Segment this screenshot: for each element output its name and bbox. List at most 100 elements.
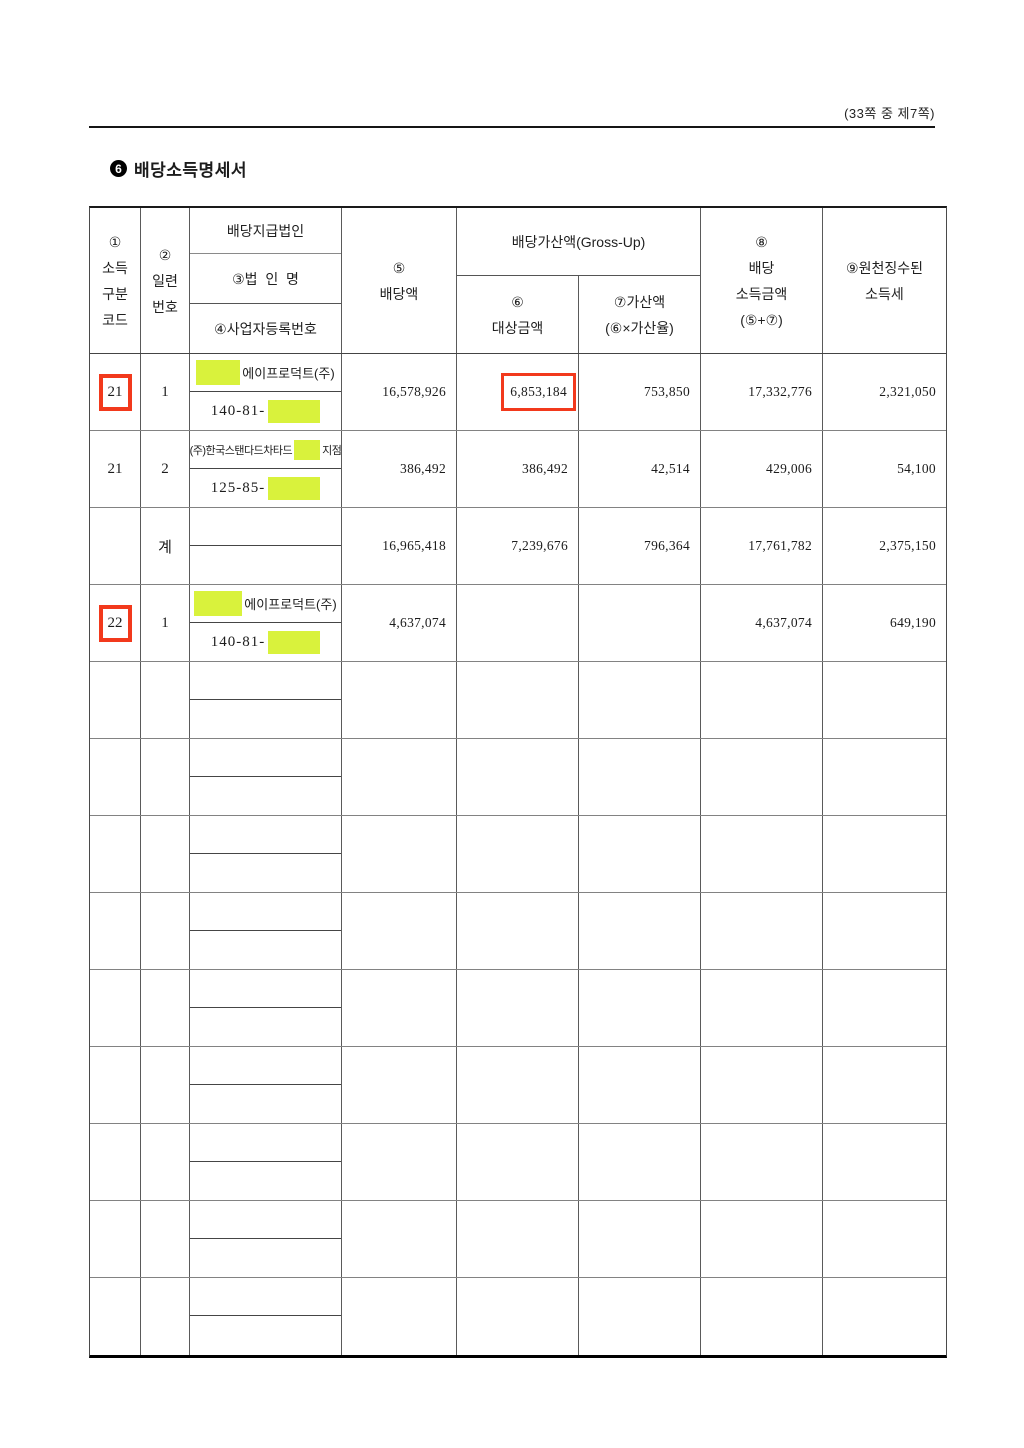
table-row-empty — [90, 1047, 946, 1124]
header-income-code: ① 소득 구분 코드 — [90, 208, 141, 353]
cell-serial-no: 1 — [141, 585, 190, 661]
corp-reg-no — [190, 1239, 341, 1277]
corp-name — [190, 1124, 341, 1162]
table-row: 21 2 (주)한국스탠다드차타드 지점 125-85- 386,492 386,… — [90, 431, 946, 508]
cell-withheld-tax — [823, 1124, 946, 1200]
cell-serial-no — [141, 662, 190, 738]
table-row-empty — [90, 1201, 946, 1278]
cell-dividend: 16,578,926 — [342, 354, 457, 430]
cell-grossup-added — [579, 585, 701, 661]
cell-corp — [190, 739, 342, 815]
cell-income-code — [90, 662, 141, 738]
corp-reg-no — [190, 700, 341, 738]
cell-withheld-tax — [823, 1278, 946, 1355]
cell-dividend — [342, 739, 457, 815]
cell-serial-no — [141, 1047, 190, 1123]
header-corp-reg-no: ④사업자등록번호 — [214, 320, 317, 337]
table-row: 21 1 에이프로덕트(주) 140-81- 16,578,926 6,853,… — [90, 354, 946, 431]
cell-corp — [190, 816, 342, 892]
emphasis-box: 22 — [98, 604, 132, 642]
cell-income-code — [90, 893, 141, 969]
cell-corp — [190, 662, 342, 738]
cell-dividend — [342, 893, 457, 969]
cell-withheld-tax: 2,321,050 — [879, 384, 936, 399]
cell-income-code — [90, 508, 141, 584]
corp-name — [190, 739, 341, 777]
header-grossup-added: ⑦가산액 (⑥×가산율) — [605, 293, 674, 336]
table-row-empty — [90, 1124, 946, 1201]
cell-withheld-tax — [823, 1201, 946, 1277]
cell-dividend — [342, 816, 457, 892]
cell-grossup-added — [579, 893, 701, 969]
cell-corp — [190, 508, 342, 584]
cell-corp — [190, 893, 342, 969]
cell-grossup-added — [579, 816, 701, 892]
header-dividend-income: ⑧ 배당 소득금액 (⑤+⑦) — [701, 208, 823, 353]
cell-grossup-base — [457, 1124, 579, 1200]
cell-grossup-base — [457, 662, 579, 738]
corp-reg-no — [190, 1008, 341, 1046]
cell-corp: 에이프로덕트(주) 140-81- — [190, 585, 342, 661]
corp-reg-no — [190, 1162, 341, 1200]
section-title: 6 배당소득명세서 — [110, 156, 247, 181]
corp-name — [190, 1278, 341, 1316]
cell-serial-no — [141, 816, 190, 892]
cell-dividend-income: 4,637,074 — [701, 585, 823, 661]
cell-serial-no — [141, 1201, 190, 1277]
cell-corp — [190, 970, 342, 1046]
header-serial-no: ② 일련 번호 — [141, 208, 190, 353]
cell-income-code — [90, 1278, 141, 1355]
cell-grossup-base — [457, 816, 579, 892]
cell-grossup-added: 753,850 — [579, 354, 701, 430]
corp-name — [190, 816, 341, 854]
cell-dividend-income — [701, 1278, 823, 1355]
cell-grossup-added: 796,364 — [579, 508, 701, 584]
cell-serial-no — [141, 1278, 190, 1355]
cell-dividend — [342, 1124, 457, 1200]
cell-dividend — [342, 970, 457, 1046]
cell-grossup-base: 6,853,184 — [457, 354, 579, 430]
cell-grossup-added: 42,514 — [579, 431, 701, 507]
cell-dividend-income: 17,761,782 — [701, 508, 823, 584]
header-rule — [89, 126, 935, 128]
cell-grossup-added — [579, 662, 701, 738]
header-corp-group-label: 배당지급법인 — [190, 208, 341, 254]
cell-grossup-added — [579, 1201, 701, 1277]
header-grossup-base: ⑥ 대상금액 — [457, 276, 579, 353]
cell-withheld-tax: 54,100 — [897, 461, 936, 476]
table-header-row: ① 소득 구분 코드 ② 일련 번호 배당지급법인 ③법 인 명 ④사업자등록번… — [90, 208, 946, 354]
corp-name — [190, 893, 341, 931]
cell-dividend: 386,492 — [342, 431, 457, 507]
cell-dividend — [342, 1278, 457, 1355]
header-withheld-tax: ⑨원천징수된 소득세 — [846, 259, 923, 302]
cell-income-code — [90, 970, 141, 1046]
cell-income-code — [90, 739, 141, 815]
cell-corp: 에이프로덕트(주) 140-81- — [190, 354, 342, 430]
cell-grossup-base — [457, 1201, 579, 1277]
corp-reg-no — [190, 1085, 341, 1123]
cell-serial-no: 1 — [141, 354, 190, 430]
table-row-empty — [90, 1278, 946, 1355]
table-row-empty — [90, 739, 946, 816]
cell-dividend-income: 429,006 — [701, 431, 823, 507]
cell-withheld-tax — [823, 970, 946, 1046]
cell-grossup-base — [457, 585, 579, 661]
cell-dividend: 4,637,074 — [342, 585, 457, 661]
cell-dividend-income — [701, 893, 823, 969]
cell-serial-no: 2 — [141, 431, 190, 507]
corp-name — [190, 1047, 341, 1085]
cell-corp — [190, 1124, 342, 1200]
cell-serial-no — [141, 970, 190, 1046]
cell-income-code — [90, 1201, 141, 1277]
corp-reg-no — [190, 1316, 341, 1354]
corp-reg-no: 125-85- — [190, 469, 341, 507]
cell-grossup-base: 7,239,676 — [457, 508, 579, 584]
corp-reg-no: 140-81- — [190, 392, 341, 430]
corp-reg-no: 140-81- — [190, 623, 341, 661]
redaction-highlight — [294, 439, 321, 460]
corp-reg-no — [190, 854, 341, 892]
cell-withheld-tax — [823, 816, 946, 892]
cell-dividend-income — [701, 1047, 823, 1123]
cell-serial-no — [141, 893, 190, 969]
